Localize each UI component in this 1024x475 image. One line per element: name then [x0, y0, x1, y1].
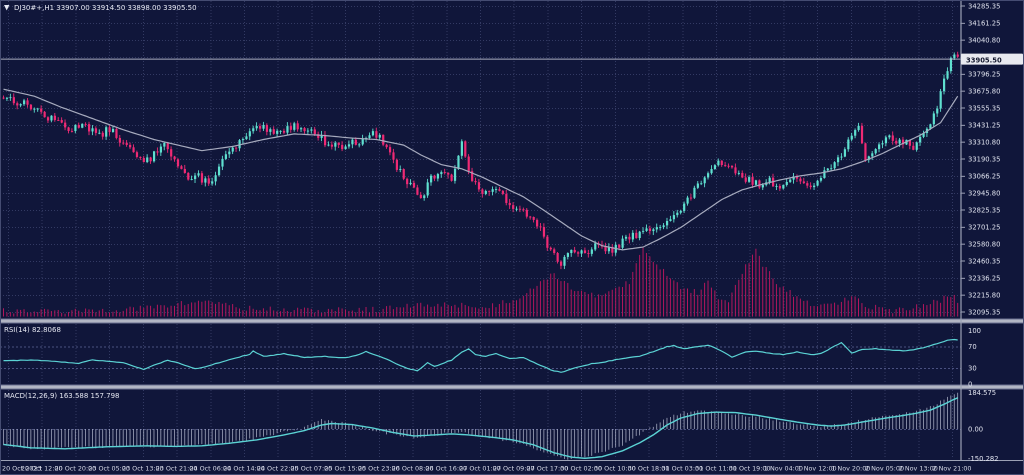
time-axis-label: 27 Oct 09:00: [493, 465, 535, 473]
indicator-level-lines: [0, 346, 961, 430]
price-axis-label: 33431.25: [968, 122, 1000, 130]
current-price-value: 33905.50: [966, 56, 1002, 64]
time-axis-label: 24 Oct 06:00: [189, 465, 231, 473]
rsi-indicator-label: RSI(14) 82.8068: [4, 326, 61, 334]
time-axis-label: 2 Nov 05:00: [865, 465, 904, 473]
macd-series: [3, 392, 959, 460]
price-axis-label: 33066.25: [968, 173, 1000, 181]
time-axis-label: 20 Oct 20:00: [55, 465, 97, 473]
price-axis-label: 32336.25: [968, 275, 1000, 283]
price-axis-label: 33796.25: [968, 71, 1000, 79]
pane-separator-macd[interactable]: [0, 384, 1024, 390]
chart-title: DJ30#+,H1 33907.00 33914.50 33898.00 339…: [14, 4, 197, 12]
price-axis-label: 33310.80: [968, 139, 1000, 147]
chart-grid: [0, 1, 961, 459]
price-axis-label: 34285.35: [968, 2, 1000, 10]
macd-indicator-label: MACD(12,26,9) 163.588 157.798: [4, 392, 120, 400]
current-price-tag: 33905.50: [961, 53, 1023, 65]
price-axis-label: 32460.35: [968, 257, 1000, 265]
rsi-axis-label: 0: [968, 381, 972, 389]
time-axis-label: 30 Oct 18:00: [628, 465, 670, 473]
time-axis-label: 25 Oct 23:00: [358, 465, 400, 473]
time-axis-label: 24 Oct 14:00: [223, 465, 265, 473]
time-axis-label: 1 Nov 12:00: [798, 465, 837, 473]
time-axis-label: 20 Oct 12:00: [21, 465, 63, 473]
time-axis-label: 23 Oct 13:00: [122, 465, 164, 473]
price-axis-label: 32580.80: [968, 241, 1000, 249]
rsi-axis-label: 30: [968, 365, 977, 373]
price-axis-label: 32825.35: [968, 206, 1000, 214]
macd-axis-label: 184.575: [968, 389, 996, 397]
time-axis-label: 20 Oct 2023: [2, 465, 42, 473]
price-axis[interactable]: 34285.35 34161.25 34040.80 33796.25 33675.80…: [961, 2, 1000, 316]
time-axis-label: 1 Nov 20:00: [831, 465, 870, 473]
symbol-expand-icon[interactable]: ▼: [4, 4, 10, 12]
price-axis-label: 34040.80: [968, 37, 1000, 45]
volume-series: [3, 247, 959, 317]
time-axis-label: 2 Nov 13:00: [899, 465, 938, 473]
price-axis-label: 32945.80: [968, 190, 1000, 198]
price-axis-label: 32095.35: [968, 308, 1000, 316]
candlestick-series[interactable]: [2, 51, 959, 270]
price-axis-label: 32215.80: [968, 292, 1000, 300]
time-axis-label: 23 Oct 21:00: [156, 465, 198, 473]
rsi-axis-label: 70: [968, 343, 977, 351]
price-axis-label: 32701.25: [968, 224, 1000, 232]
time-axis-label: 23 Oct 05:00: [88, 465, 130, 473]
price-axis-label: 33675.80: [968, 88, 1000, 96]
time-axis-label: 27 Oct 17:00: [527, 465, 569, 473]
time-axis-label: 30 Oct 02:00: [560, 465, 602, 473]
time-axis-label: 2 Nov 21:00: [932, 465, 971, 473]
time-axis-label: 24 Oct 22:00: [257, 465, 299, 473]
rsi-line-series: [3, 338, 958, 373]
time-axis-label: 31 Oct 11:00: [695, 465, 737, 473]
time-axis-label: 25 Oct 07:00: [291, 465, 333, 473]
time-axis-label: 26 Oct 08:00: [392, 465, 434, 473]
time-axis-label: 31 Oct 19:00: [729, 465, 771, 473]
price-axis-label: 34161.25: [968, 20, 1000, 28]
rsi-axis-label: 100: [968, 327, 981, 335]
pane-separator-rsi[interactable]: [0, 318, 1024, 324]
price-axis-label: 33555.35: [968, 104, 1000, 112]
moving-average-line: [3, 88, 959, 251]
time-axis-label: 31 Oct 03:00: [661, 465, 703, 473]
time-axis-label: 26 Oct 16:00: [425, 465, 467, 473]
time-axis-label: 30 Oct 10:00: [594, 465, 636, 473]
time-axis-label: 27 Oct 01:00: [459, 465, 501, 473]
macd-axis-label: 0.00: [968, 425, 983, 433]
macd-axis-label: -150.282: [968, 455, 999, 463]
price-axis-label: 33190.35: [968, 155, 1000, 163]
time-axis-label: 1 Nov 04:00: [764, 465, 803, 473]
time-axis-label: 25 Oct 15:00: [324, 465, 366, 473]
